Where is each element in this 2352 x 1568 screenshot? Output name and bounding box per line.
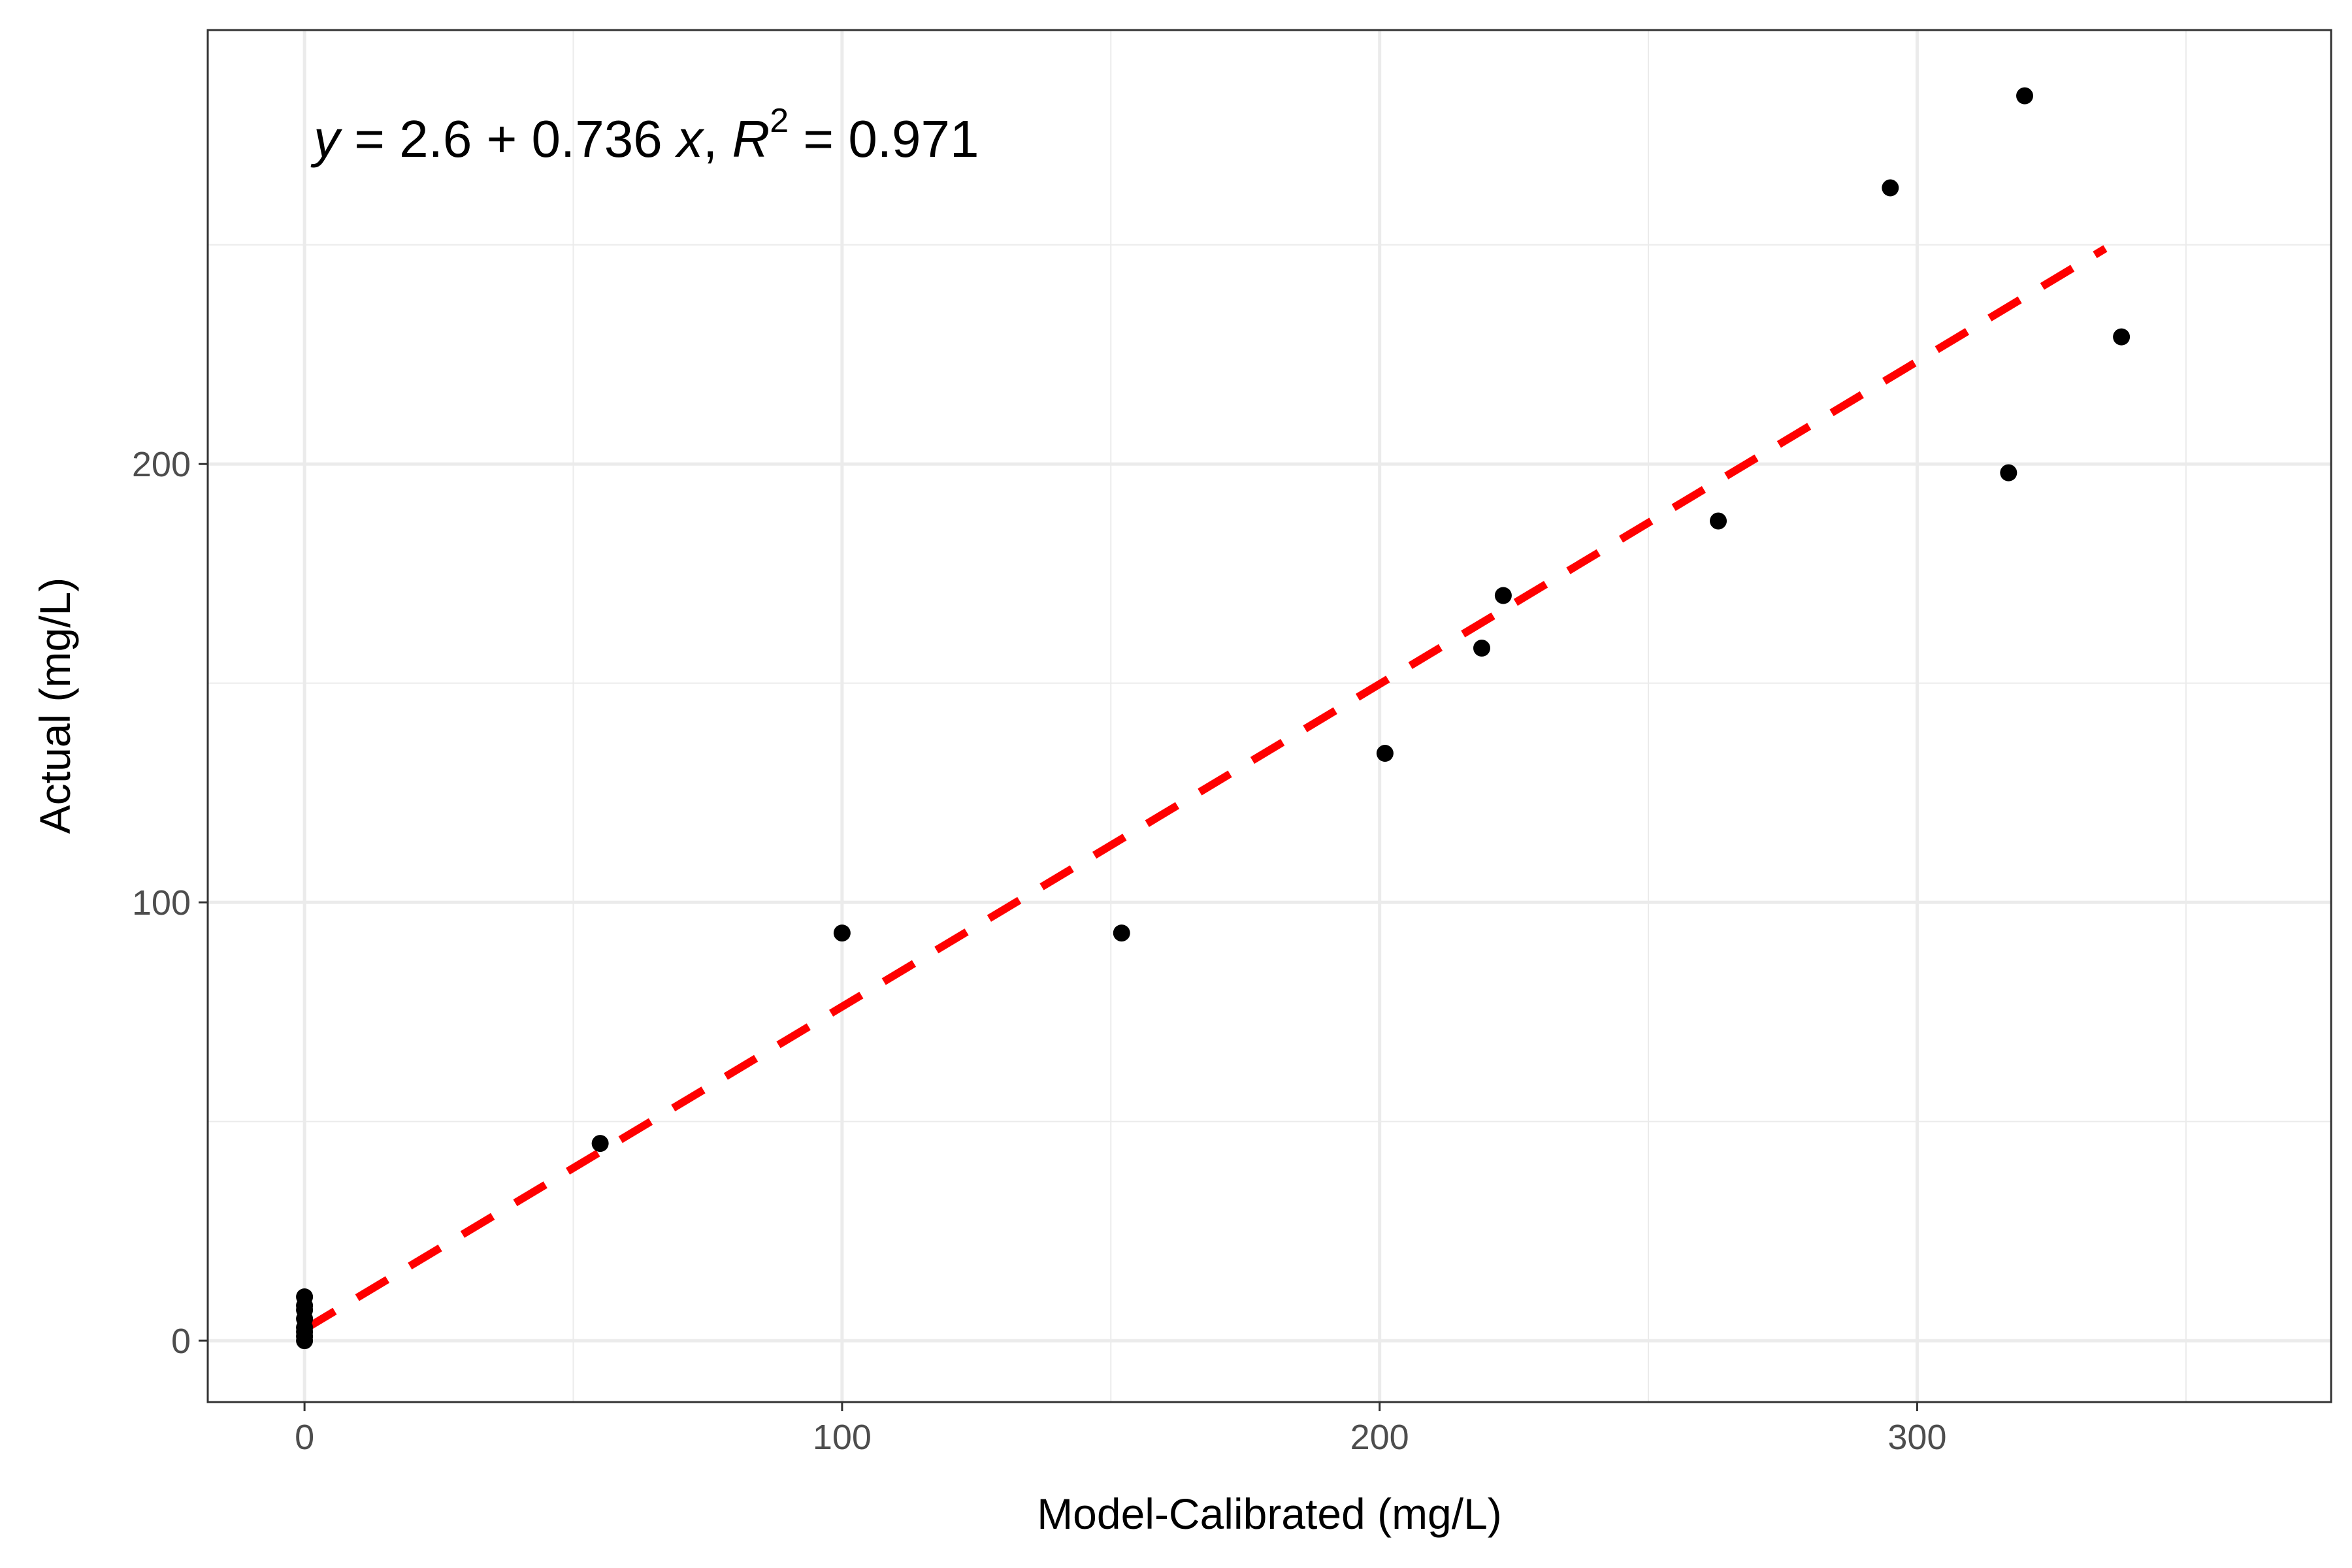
equation-r-value: = 0.971 bbox=[789, 110, 979, 168]
x-axis-title: Model-Calibrated (mg/L) bbox=[1037, 1490, 1502, 1538]
data-point bbox=[591, 1135, 609, 1152]
regression-equation: y = 2.6 + 0.736 x, R2 = 0.971 bbox=[310, 102, 979, 168]
data-point bbox=[296, 1288, 314, 1305]
x-tick-label: 0 bbox=[295, 1418, 314, 1457]
panel-border bbox=[206, 29, 2332, 1403]
equation-coefficients: = 2.6 + 0.736 bbox=[340, 110, 677, 168]
minor-gridlines bbox=[208, 30, 2331, 1402]
y-tick-label: 100 bbox=[132, 883, 191, 923]
data-point bbox=[1473, 640, 1490, 657]
data-point bbox=[1376, 745, 1394, 762]
major-gridlines bbox=[208, 30, 2331, 1402]
data-point bbox=[1494, 587, 1512, 604]
y-tick-label: 0 bbox=[171, 1322, 191, 1361]
equation-y-var: y bbox=[310, 110, 343, 168]
y-tick-label: 200 bbox=[132, 445, 191, 484]
data-point bbox=[1882, 179, 1899, 197]
data-point bbox=[2113, 328, 2131, 346]
y-axis-title: Actual (mg/L) bbox=[31, 578, 79, 834]
data-point bbox=[833, 924, 851, 942]
regression-fit-line bbox=[302, 245, 2108, 1333]
data-points bbox=[296, 87, 2131, 1350]
equation-separator: , bbox=[703, 110, 732, 168]
x-tick-label: 200 bbox=[1350, 1418, 1409, 1457]
data-point bbox=[2000, 464, 2017, 482]
y-axis-ticks: 0 100 200 bbox=[132, 445, 208, 1361]
x-tick-label: 100 bbox=[813, 1418, 872, 1457]
x-axis-ticks: 0 100 200 300 bbox=[295, 1402, 1947, 1457]
x-tick-label: 300 bbox=[1887, 1418, 1946, 1457]
data-point bbox=[1113, 924, 1130, 942]
equation-r-exponent: 2 bbox=[770, 102, 789, 140]
equation-r-var: R bbox=[732, 110, 770, 168]
equation-x-var: x bbox=[674, 110, 705, 168]
data-point bbox=[2016, 87, 2034, 105]
data-point bbox=[1710, 512, 1727, 530]
